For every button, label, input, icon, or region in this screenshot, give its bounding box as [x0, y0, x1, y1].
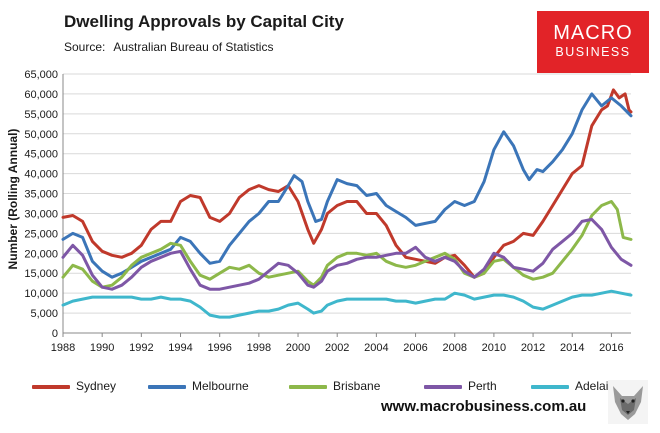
legend-swatch — [424, 384, 462, 389]
x-tick-label: 1996 — [207, 342, 231, 354]
x-tick-label: 2000 — [286, 342, 310, 354]
x-tick-label: 1990 — [90, 342, 114, 354]
x-tick-label: 2016 — [599, 342, 623, 354]
x-tick-label: 2008 — [442, 342, 466, 354]
y-tick-label: 5,000 — [30, 308, 58, 320]
y-tick-label: 35,000 — [24, 189, 58, 201]
legend-label: Brisbane — [333, 379, 381, 393]
y-tick-label: 45,000 — [24, 149, 58, 161]
legend-label: Perth — [468, 379, 497, 393]
y-tick-label: 25,000 — [24, 228, 58, 240]
x-tick-label: 1994 — [168, 342, 192, 354]
wolf-icon — [608, 380, 648, 424]
series-line-perth — [61, 217, 633, 291]
x-tick-label: 2014 — [560, 342, 584, 354]
legend-swatch — [289, 384, 327, 389]
x-tick-label: 2004 — [364, 342, 388, 354]
source-line: Source: Australian Bureau of Statistics — [64, 40, 273, 54]
y-tick-label: 50,000 — [24, 129, 58, 141]
legend-item-brisbane: Brisbane — [289, 379, 380, 393]
logo-line-1: MACRO — [553, 22, 633, 44]
y-tick-label: 20,000 — [24, 248, 58, 260]
x-tick-label: 2010 — [482, 342, 506, 354]
y-tick-label: 30,000 — [24, 208, 58, 220]
y-tick-labels: 0 5,000 10,000 15,000 20,000 25,000 30,000 35,0… — [24, 69, 58, 340]
chart-title: Dwelling Approvals by Capital City — [64, 12, 344, 31]
macrobusiness-logo: MACRO BUSINESS — [537, 11, 649, 73]
legend-item-perth: Perth — [424, 379, 497, 393]
website-url[interactable]: www.macrobusiness.com.au — [381, 398, 587, 415]
legend-swatch — [32, 384, 70, 389]
x-tick-label: 2012 — [521, 342, 545, 354]
x-tick-label: 1988 — [51, 342, 75, 354]
legend-label: Melbourne — [192, 379, 249, 393]
legend-swatch — [531, 384, 569, 389]
x-tick-label: 2006 — [403, 342, 427, 354]
legend-item-sydney: Sydney — [32, 379, 116, 393]
series-line-sydney — [61, 88, 633, 279]
logo-line-2: BUSINESS — [555, 45, 631, 59]
series-lines — [61, 88, 633, 319]
series-line-brisbane — [61, 200, 633, 289]
y-tick-label: 65,000 — [24, 69, 58, 81]
axes — [62, 74, 631, 334]
series-line-melbourne — [61, 92, 633, 279]
legend-swatch — [148, 384, 186, 389]
y-tick-label: 60,000 — [24, 89, 58, 101]
x-tick-label: 1992 — [129, 342, 153, 354]
legend-label: Sydney — [76, 379, 117, 393]
x-tick-label: 1998 — [247, 342, 271, 354]
x-tick-labels: 1988 1990 1992 1994 1996 1998 2000 2002 2004 2006… — [51, 333, 624, 354]
gridlines — [63, 73, 631, 314]
y-tick-label: 15,000 — [24, 268, 58, 280]
y-tick-label: 40,000 — [24, 169, 58, 181]
y-tick-label: 55,000 — [24, 109, 58, 121]
y-tick-label: 10,000 — [24, 288, 58, 300]
series-line-adelaide — [61, 289, 633, 319]
source-label: Source: — [64, 40, 106, 54]
y-tick-label: 0 — [52, 328, 58, 340]
x-tick-label: 2002 — [325, 342, 349, 354]
source-text: Australian Bureau of Statistics — [113, 40, 274, 54]
legend-item-melbourne: Melbourne — [148, 379, 249, 393]
